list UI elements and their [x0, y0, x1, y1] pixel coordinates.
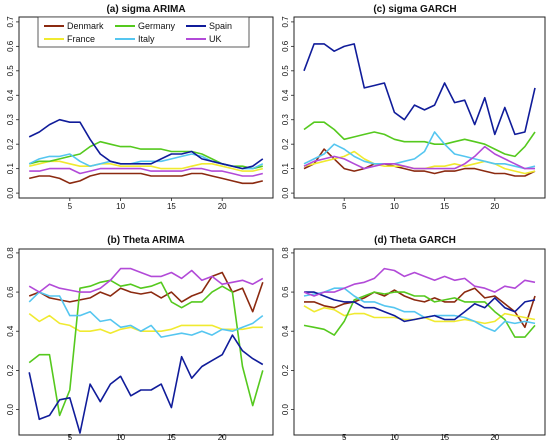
y-tick-label: 0.2: [281, 364, 290, 376]
y-tick-label: 0.1: [6, 163, 15, 175]
x-tick-label: 15: [440, 202, 449, 211]
panel-b-axes: 0.0 0.2 0.4 0.6 0.8 5 10 15 20: [6, 247, 227, 441]
panel-d: (d) Theta GARCH 0.0 0.2 0.4 0.6 0.8 5 10 15 20: [281, 235, 546, 441]
legend-label-germany: Germany: [138, 21, 176, 31]
legend-entry-spain: Spain: [186, 21, 232, 31]
y-tick-label: 0.1: [281, 163, 290, 175]
legend-entry-france: France: [44, 34, 95, 44]
x-tick-label: 20: [490, 202, 499, 211]
panel-c-frame: [293, 16, 546, 199]
legend-label-denmark: Denmark: [67, 21, 104, 31]
panel-b-title: (b) Theta ARIMA: [107, 235, 184, 246]
y-tick-label: 0.8: [6, 247, 15, 259]
panel-b: (b) Theta ARIMA 0.0 0.2 0.4 0.6 0.8 5 10 15 20: [6, 235, 274, 441]
y-tick-label: 0.4: [6, 89, 15, 101]
panel-d-axes: 0.0 0.2 0.4 0.6 0.8 5 10 15 20: [281, 247, 500, 441]
series-line-spain: [303, 43, 536, 136]
series-line-italy: [303, 131, 536, 170]
panel-c-title: (c) sigma GARCH: [373, 4, 456, 15]
legend-label-italy: Italy: [138, 34, 155, 44]
y-tick-label: 0.0: [6, 187, 15, 199]
legend-label-uk: UK: [209, 34, 222, 44]
y-tick-label: 0.3: [281, 114, 290, 126]
x-tick-label: 5: [68, 433, 73, 441]
y-tick-label: 0.4: [281, 89, 290, 101]
panel-b-series: [28, 267, 264, 434]
panel-b-frame: [18, 248, 274, 436]
y-tick-label: 0.0: [281, 187, 290, 199]
y-tick-label: 0.8: [281, 247, 290, 259]
y-tick-label: 0.2: [6, 364, 15, 376]
series-line-france: [29, 160, 263, 172]
x-tick-label: 20: [218, 202, 227, 211]
series-line-denmark: [303, 148, 536, 177]
series-line-spain: [28, 118, 264, 170]
series-line-denmark: [28, 271, 264, 313]
legend-label-spain: Spain: [209, 21, 232, 31]
panel-a-series: [28, 118, 264, 185]
y-tick-label: 0.3: [6, 114, 15, 126]
legend-box: [37, 16, 250, 48]
x-tick-label: 20: [490, 433, 499, 441]
series-line-denmark: [304, 287, 536, 329]
x-tick-label: 15: [167, 202, 176, 211]
y-tick-label: 0.5: [6, 65, 15, 77]
y-tick-label: 0.0: [6, 403, 15, 415]
panel-c-series: [303, 43, 536, 177]
y-tick-label: 0.4: [281, 325, 290, 337]
y-tick-label: 0.2: [6, 138, 15, 150]
y-tick-label: 0.2: [281, 138, 290, 150]
y-tick-label: 0.4: [6, 325, 15, 337]
x-tick-label: 5: [68, 202, 73, 211]
series-line-uk: [303, 267, 536, 297]
legend: Denmark Germany Spain France Italy UK: [37, 16, 250, 48]
y-tick-label: 0.7: [6, 16, 15, 28]
legend-entry-denmark: Denmark: [44, 21, 104, 31]
panel-a: (a) sigma ARIMA 0.0 0.1 0.2 0.3 0.4 0.5 0.6 0.7…: [6, 4, 274, 211]
series-line-uk: [303, 145, 535, 170]
y-tick-label: 0.7: [281, 16, 290, 28]
x-tick-label: 10: [116, 433, 125, 441]
legend-entry-germany: Germany: [115, 21, 176, 31]
panel-c-axes: 0.0 0.1 0.2 0.3 0.4 0.5 0.6 0.7 5 10 15 20: [281, 16, 500, 211]
series-line-denmark: [29, 172, 263, 185]
series-line-germany: [303, 121, 536, 158]
x-tick-label: 5: [342, 433, 347, 441]
panel-d-title: (d) Theta GARCH: [374, 235, 456, 246]
x-tick-label: 5: [342, 202, 347, 211]
y-tick-label: 0.6: [281, 286, 290, 298]
x-tick-label: 20: [218, 433, 227, 441]
panel-d-series: [303, 267, 536, 338]
y-tick-label: 0.6: [281, 40, 290, 52]
series-line-spain: [304, 291, 536, 323]
legend-label-france: France: [67, 34, 95, 44]
series-line-germany: [303, 291, 536, 338]
series-line-uk: [29, 167, 263, 177]
legend-entry-uk: UK: [186, 34, 222, 44]
series-line-italy: [28, 291, 264, 338]
series-line-italy: [303, 287, 536, 333]
x-tick-label: 10: [390, 433, 399, 441]
y-tick-label: 0.5: [281, 65, 290, 77]
x-tick-label: 10: [390, 202, 399, 211]
series-line-uk: [28, 267, 264, 293]
series-line-germany: [28, 279, 264, 417]
legend-entry-italy: Italy: [115, 34, 155, 44]
series-line-spain: [28, 334, 264, 434]
y-tick-label: 0.6: [6, 286, 15, 298]
x-tick-label: 10: [116, 202, 125, 211]
y-tick-label: 0.6: [6, 40, 15, 52]
y-tick-label: 0.0: [281, 403, 290, 415]
panel-d-frame: [293, 248, 546, 436]
panel-a-title: (a) sigma ARIMA: [106, 4, 185, 15]
x-tick-label: 15: [167, 433, 176, 441]
panel-c: (c) sigma GARCH 0.0 0.1 0.2 0.3 0.4 0.5 0.6 0.7…: [281, 4, 546, 211]
panel-a-axes: 0.0 0.1 0.2 0.3 0.4 0.5 0.6 0.7 5 10 15 20: [6, 16, 227, 211]
x-tick-label: 15: [440, 433, 449, 441]
